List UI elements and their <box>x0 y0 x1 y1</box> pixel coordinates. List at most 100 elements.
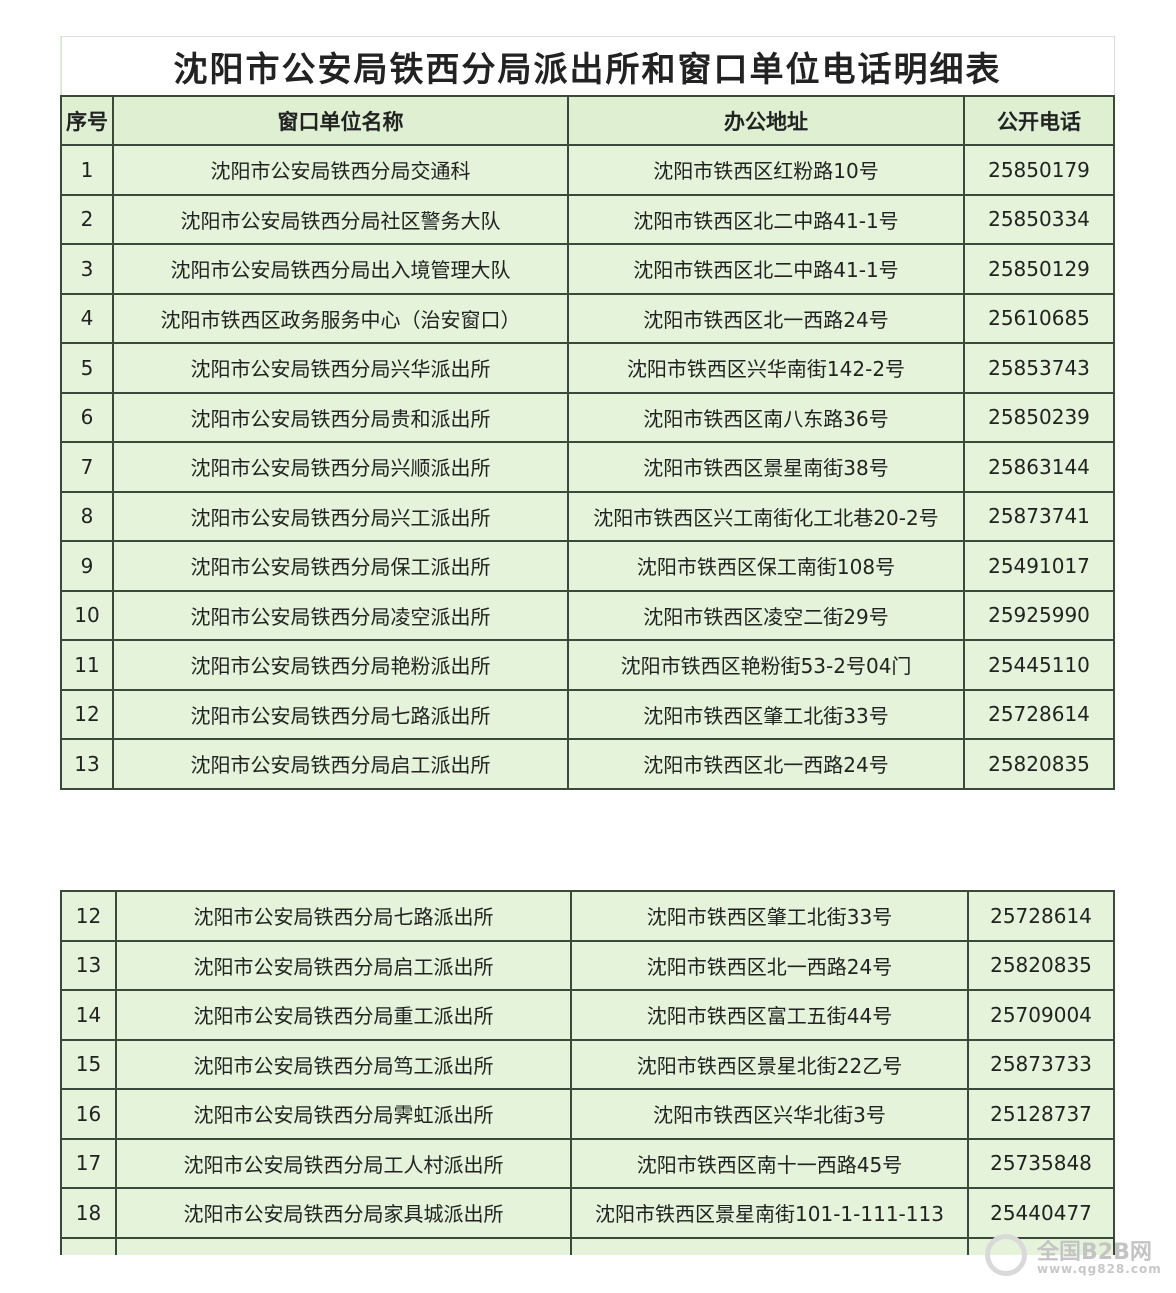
watermark: 全国B2B网 www.qg828.com <box>985 1232 1170 1284</box>
table-row: 16 沈阳市公安局铁西分局霁虹派出所 沈阳市铁西区兴华北街3号 25128737 <box>60 1088 1115 1140</box>
phone: 25873741 <box>963 490 1115 542</box>
address: 沈阳市铁西区景星北街22乙号 <box>570 1038 969 1090</box>
address: 沈阳市铁西区南八东路36号 <box>567 391 965 443</box>
phone: 25850239 <box>963 391 1115 443</box>
row-index: 2 <box>60 193 114 245</box>
table-row: 1 沈阳市公安局铁西分局交通科 沈阳市铁西区红粉路10号 25850179 <box>60 144 1115 196</box>
row-index: 11 <box>60 639 114 691</box>
row-index: 9 <box>60 540 114 592</box>
row-index: 16 <box>60 1088 117 1140</box>
unit-name: 沈阳市公安局铁西分局艳粉派出所 <box>112 639 569 691</box>
table-row: 10 沈阳市公安局铁西分局凌空派出所 沈阳市铁西区凌空二街29号 25925990 <box>60 589 1115 641</box>
unit-name: 沈阳市公安局铁西分局七路派出所 <box>112 688 569 740</box>
address: 沈阳市铁西区肇工北街33号 <box>567 688 965 740</box>
phone: 25491017 <box>963 540 1115 592</box>
unit-name: 沈阳市公安局铁西分局社区警务大队 <box>112 193 569 245</box>
header-row: 序号 窗口单位名称 办公地址 公开电话 <box>60 95 1115 146</box>
row-index: 17 <box>60 1137 117 1189</box>
table-row: 12 沈阳市公安局铁西分局七路派出所 沈阳市铁西区肇工北街33号 25728614 <box>60 688 1115 740</box>
row-index: 12 <box>60 890 117 942</box>
row-index: 13 <box>60 738 114 790</box>
table-row: 13 沈阳市公安局铁西分局启工派出所 沈阳市铁西区北一西路24号 25820835 <box>60 939 1115 991</box>
row-index: 12 <box>60 688 114 740</box>
table-row: 17 沈阳市公安局铁西分局工人村派出所 沈阳市铁西区南十一西路45号 25735848 <box>60 1137 1115 1189</box>
empty-cell <box>60 1236 117 1255</box>
address: 沈阳市铁西区北二中路41-1号 <box>567 193 965 245</box>
phone: 25128737 <box>967 1088 1115 1140</box>
table-row: 12 沈阳市公安局铁西分局七路派出所 沈阳市铁西区肇工北街33号 25728614 <box>60 890 1115 942</box>
address: 沈阳市铁西区北二中路41-1号 <box>567 243 965 295</box>
address: 沈阳市铁西区景星南街101-1-111-113 <box>570 1187 969 1239</box>
phone: 25820835 <box>967 939 1115 991</box>
table-row: 15 沈阳市公安局铁西分局笃工派出所 沈阳市铁西区景星北街22乙号 25873733 <box>60 1038 1115 1090</box>
address: 沈阳市铁西区兴华南街142-2号 <box>567 342 965 394</box>
unit-name: 沈阳市公安局铁西分局凌空派出所 <box>112 589 569 641</box>
table-row: 18 沈阳市公安局铁西分局家具城派出所 沈阳市铁西区景星南街101-1-111-11… <box>60 1187 1115 1239</box>
phone: 25709004 <box>967 989 1115 1041</box>
unit-name: 沈阳市公安局铁西分局重工派出所 <box>115 989 572 1041</box>
phone-table-part-2: 12 沈阳市公安局铁西分局七路派出所 沈阳市铁西区肇工北街33号 25728614 13… <box>60 890 1115 1255</box>
phone: 25850129 <box>963 243 1115 295</box>
unit-name: 沈阳市公安局铁西分局兴工派出所 <box>112 490 569 542</box>
unit-name: 沈阳市公安局铁西分局七路派出所 <box>115 890 572 942</box>
phone: 25728614 <box>967 890 1115 942</box>
table-row: 4 沈阳市铁西区政务服务中心（治安窗口） 沈阳市铁西区北一西路24号 25610685 <box>60 292 1115 344</box>
table-row: 2 沈阳市公安局铁西分局社区警务大队 沈阳市铁西区北二中路41-1号 25850334 <box>60 193 1115 245</box>
phone: 25863144 <box>963 441 1115 493</box>
row-index: 3 <box>60 243 114 295</box>
header-unit-name: 窗口单位名称 <box>112 95 569 146</box>
watermark-name: 全国B2B网 <box>1037 1240 1152 1265</box>
row-index: 8 <box>60 490 114 542</box>
address: 沈阳市铁西区艳粉街53-2号04门 <box>567 639 965 691</box>
table-row: 7 沈阳市公安局铁西分局兴顺派出所 沈阳市铁西区景星南街38号 25863144 <box>60 441 1115 493</box>
row-index: 5 <box>60 342 114 394</box>
address: 沈阳市铁西区南十一西路45号 <box>570 1137 969 1189</box>
row-index: 1 <box>60 144 114 196</box>
unit-name: 沈阳市铁西区政务服务中心（治安窗口） <box>112 292 569 344</box>
table-row-partial <box>60 1236 1115 1255</box>
table-row: 5 沈阳市公安局铁西分局兴华派出所 沈阳市铁西区兴华南街142-2号 25853743 <box>60 342 1115 394</box>
row-index: 10 <box>60 589 114 641</box>
watermark-url: www.qg828.com <box>1037 1262 1162 1276</box>
table-row: 13 沈阳市公安局铁西分局启工派出所 沈阳市铁西区北一西路24号 25820835 <box>60 738 1115 790</box>
address: 沈阳市铁西区凌空二街29号 <box>567 589 965 641</box>
phone: 25735848 <box>967 1137 1115 1189</box>
header-address: 办公地址 <box>567 95 965 146</box>
address: 沈阳市铁西区富工五街44号 <box>570 989 969 1041</box>
row-index: 13 <box>60 939 117 991</box>
phone: 25440477 <box>967 1187 1115 1239</box>
unit-name: 沈阳市公安局铁西分局霁虹派出所 <box>115 1088 572 1140</box>
table-row: 11 沈阳市公安局铁西分局艳粉派出所 沈阳市铁西区艳粉街53-2号04门 254451… <box>60 639 1115 691</box>
unit-name: 沈阳市公安局铁西分局出入境管理大队 <box>112 243 569 295</box>
empty-cell <box>115 1236 572 1255</box>
unit-name: 沈阳市公安局铁西分局启工派出所 <box>115 939 572 991</box>
row-index: 6 <box>60 391 114 443</box>
address: 沈阳市铁西区肇工北街33号 <box>570 890 969 942</box>
table-title: 沈阳市公安局铁西分局派出所和窗口单位电话明细表 <box>60 36 1115 97</box>
table-row: 8 沈阳市公安局铁西分局兴工派出所 沈阳市铁西区兴工南街化工北巷20-2号 25873… <box>60 490 1115 542</box>
row-index: 4 <box>60 292 114 344</box>
unit-name: 沈阳市公安局铁西分局交通科 <box>112 144 569 196</box>
address: 沈阳市铁西区景星南街38号 <box>567 441 965 493</box>
phone: 25853743 <box>963 342 1115 394</box>
address: 沈阳市铁西区北一西路24号 <box>567 738 965 790</box>
unit-name: 沈阳市公安局铁西分局家具城派出所 <box>115 1187 572 1239</box>
address: 沈阳市铁西区兴工南街化工北巷20-2号 <box>567 490 965 542</box>
table-row: 3 沈阳市公安局铁西分局出入境管理大队 沈阳市铁西区北二中路41-1号 2585012… <box>60 243 1115 295</box>
watermark-logo-icon <box>985 1234 1027 1276</box>
address: 沈阳市铁西区保工南街108号 <box>567 540 965 592</box>
phone: 25850179 <box>963 144 1115 196</box>
header-index: 序号 <box>60 95 114 146</box>
unit-name: 沈阳市公安局铁西分局贵和派出所 <box>112 391 569 443</box>
header-phone: 公开电话 <box>963 95 1115 146</box>
address: 沈阳市铁西区北一西路24号 <box>567 292 965 344</box>
unit-name: 沈阳市公安局铁西分局笃工派出所 <box>115 1038 572 1090</box>
unit-name: 沈阳市公安局铁西分局工人村派出所 <box>115 1137 572 1189</box>
phone: 25728614 <box>963 688 1115 740</box>
phone: 25610685 <box>963 292 1115 344</box>
row-index: 7 <box>60 441 114 493</box>
empty-cell <box>570 1236 969 1255</box>
table-row: 9 沈阳市公安局铁西分局保工派出所 沈阳市铁西区保工南街108号 25491017 <box>60 540 1115 592</box>
row-index: 18 <box>60 1187 117 1239</box>
address: 沈阳市铁西区红粉路10号 <box>567 144 965 196</box>
